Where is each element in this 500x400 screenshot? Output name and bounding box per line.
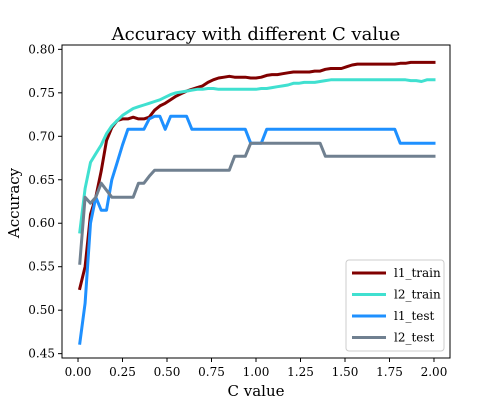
- x-tick-label: 1.00: [243, 365, 270, 379]
- x-tick-label: 0.50: [154, 365, 181, 379]
- y-tick-label: 0.65: [28, 173, 55, 187]
- series-line-l1-train: [77, 60, 436, 291]
- legend-label: l2_train: [394, 288, 441, 302]
- legend-box: [345, 259, 445, 352]
- x-axis-ticks: 0.00 0.25 0.50 0.75 1.00 1.25 1.50 1.75 2.00: [65, 358, 448, 379]
- legend: l1_train l2_train l1_test l2_test: [345, 259, 445, 352]
- legend-label: l1_test: [394, 309, 435, 323]
- x-tick-label: 1.75: [376, 365, 403, 379]
- x-tick-label: 1.25: [287, 365, 314, 379]
- x-axis-label: C value: [228, 382, 285, 400]
- x-tick-label: 0.25: [109, 365, 136, 379]
- chart-title: Accuracy with different C value: [111, 24, 401, 45]
- y-tick-label: 0.50: [28, 303, 55, 317]
- y-tick-label: 0.80: [28, 42, 55, 56]
- y-tick-label: 0.45: [28, 347, 55, 361]
- y-tick-label: 0.55: [28, 260, 55, 274]
- legend-label: l1_train: [394, 266, 441, 280]
- y-tick-label: 0.75: [28, 86, 55, 100]
- series-line-l2-test: [78, 141, 436, 265]
- series-layer: [77, 60, 436, 345]
- y-axis-label: Accuracy: [5, 167, 23, 239]
- y-tick-label: 0.60: [28, 216, 55, 230]
- y-tick-label: 0.70: [28, 129, 55, 143]
- y-axis-ticks: 0.45 0.50 0.55 0.60 0.65 0.70 0.75 0.80: [28, 42, 62, 361]
- series-line-l2-train: [78, 78, 436, 234]
- plot-area: [61, 44, 451, 359]
- legend-label: l2_test: [394, 331, 435, 345]
- x-tick-label: 0.00: [65, 365, 92, 379]
- x-tick-label: 2.00: [421, 365, 448, 379]
- x-tick-label: 1.50: [332, 365, 359, 379]
- x-tick-label: 0.75: [198, 365, 225, 379]
